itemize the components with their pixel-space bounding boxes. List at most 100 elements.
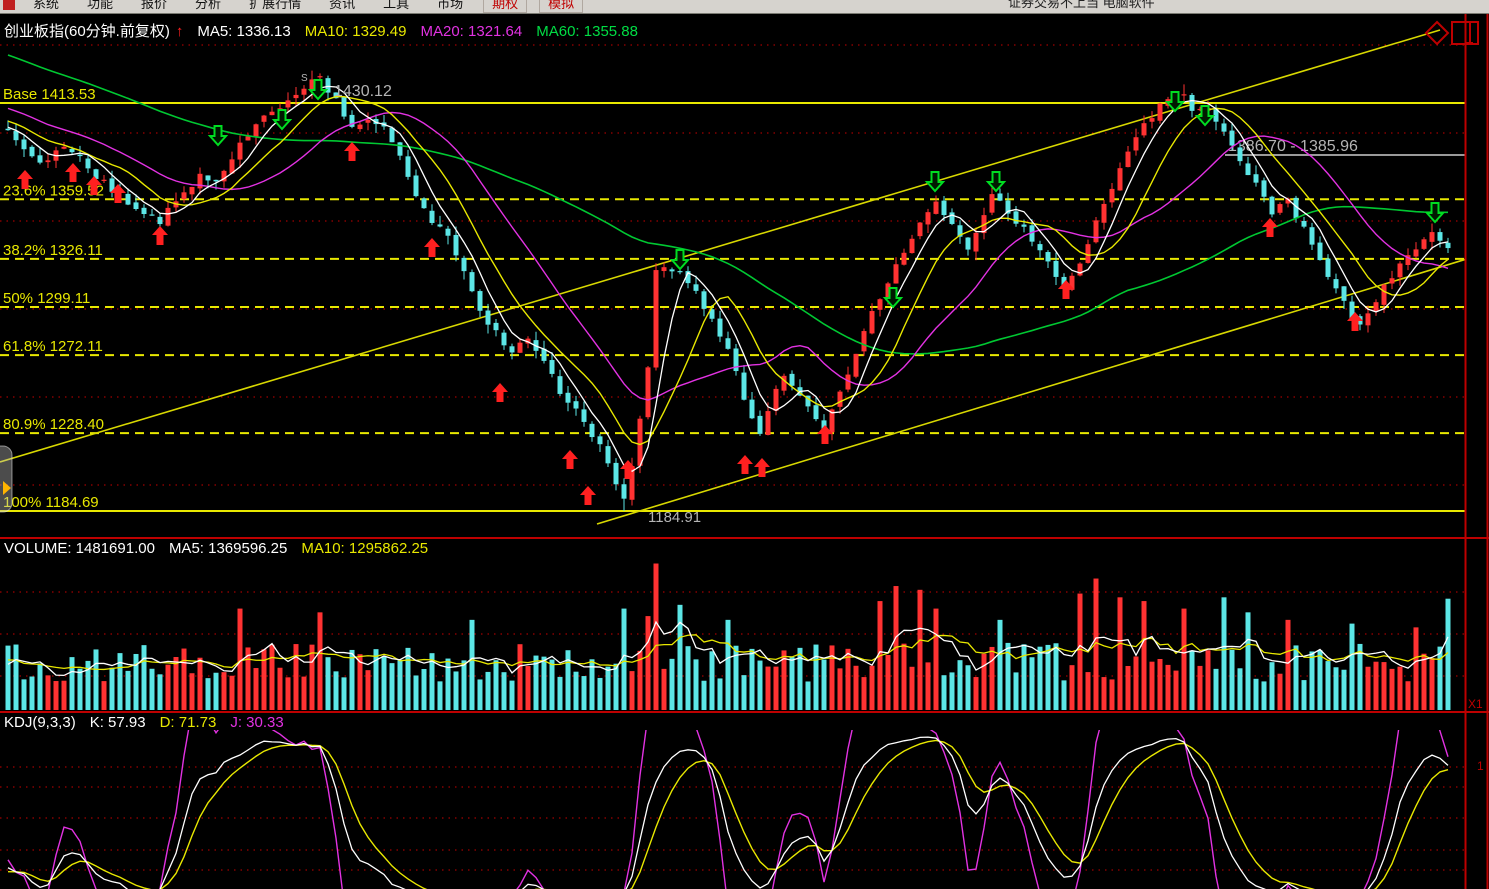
menu-item-7[interactable]: 市场: [437, 0, 464, 11]
volume-bar: [365, 670, 371, 710]
volume-bar: [885, 654, 891, 710]
volume-bar: [205, 678, 211, 710]
app-icon[interactable]: [3, 0, 15, 10]
volume-bar: [669, 658, 675, 710]
volume-bar: [741, 675, 747, 710]
volume-bar: [525, 666, 531, 710]
volume-bar: [453, 671, 459, 710]
volume-bar: [1133, 656, 1139, 710]
ma-line: [7, 736, 1449, 889]
kdj-title: KDJ(9,3,3): [4, 714, 76, 731]
volume-bar: [1125, 665, 1131, 710]
kdj-panel-header: KDJ(9,3,3) K: 57.93 D: 71.73 J: 30.33: [4, 714, 298, 731]
volume-bar: [269, 644, 275, 710]
volume-bar: [13, 644, 19, 710]
ma-line: [7, 85, 1449, 473]
sell-arrow-marker: [985, 171, 1007, 193]
volume-bar: [221, 672, 227, 710]
volume-bar: [1117, 597, 1123, 710]
fib-label: Base 1413.53: [3, 86, 96, 103]
volume-bar: [1045, 644, 1051, 710]
volume-bar: [733, 645, 739, 710]
volume-bar: [285, 677, 291, 710]
ma10-value: MA10: 1329.49: [304, 23, 407, 40]
sell-arrow-marker: [1164, 91, 1186, 113]
volume-bar: [645, 616, 651, 710]
menu-item-6[interactable]: 工具: [383, 0, 410, 11]
volume-bar: [53, 681, 59, 710]
header-banner-text: 证券交易不上当 电脑软件: [1008, 0, 1155, 10]
volume-bar: [1053, 643, 1059, 710]
volume-bar: [101, 681, 107, 710]
volume-bar: [781, 650, 787, 710]
volume-bar: [901, 643, 907, 710]
volume-bar: [1173, 670, 1179, 710]
buy-arrow-marker: [424, 238, 440, 257]
fib-label: 100% 1184.69: [3, 494, 99, 511]
volume-bar: [381, 656, 387, 710]
menu-item-1[interactable]: 功能: [87, 0, 114, 11]
volume-bar: [589, 659, 595, 710]
sell-arrow-marker: [669, 249, 691, 271]
volume-bar: [469, 619, 475, 710]
volume-bar: [573, 671, 579, 710]
panel-separator: [0, 537, 1489, 539]
volume-bar: [325, 657, 331, 710]
sell-arrow-marker: [1194, 105, 1216, 127]
volume-bar: [709, 651, 715, 710]
volume-bar: [621, 608, 627, 710]
volume-scale-label: X1: [1468, 697, 1483, 711]
menu-item-5[interactable]: 资讯: [329, 0, 356, 11]
diamond-icon[interactable]: [1424, 20, 1450, 46]
volume-bar: [773, 666, 779, 710]
volume-bar: [333, 671, 339, 710]
volume-bar: [437, 681, 443, 710]
volume-bar: [77, 668, 83, 710]
menu-item-red-1[interactable]: 模拟: [539, 0, 584, 13]
volume-bar: [165, 664, 171, 710]
volume-bar: [1373, 661, 1379, 710]
buy-arrow-marker: [754, 458, 770, 477]
volume-bar: [1341, 669, 1347, 710]
volume-bar: [1221, 597, 1227, 710]
volume-bar: [141, 645, 147, 710]
ma5-value: MA5: 1336.13: [197, 23, 291, 40]
volume-bar: [1013, 672, 1019, 710]
menu-item-4[interactable]: 扩展行情: [249, 0, 302, 11]
volume-bar: [253, 668, 259, 710]
volume-bar: [557, 676, 563, 710]
volume-bar: [701, 680, 707, 710]
volume-bar: [45, 675, 51, 710]
volume-bar: [605, 666, 611, 710]
volume-bar: [949, 672, 955, 710]
volume-bar: [1253, 678, 1259, 710]
price-annotation: 1184.91: [648, 509, 701, 526]
split-window-icon[interactable]: [1451, 21, 1479, 45]
volume-bar: [21, 679, 27, 710]
menu-item-3[interactable]: 分析: [195, 0, 222, 11]
volume-bar: [1365, 666, 1371, 710]
volume-bar: [397, 659, 403, 710]
volume-bar: [181, 648, 187, 710]
menu-item-0[interactable]: 系统: [33, 0, 60, 11]
volume-bar: [1357, 643, 1363, 710]
kdj-k-value: K: 57.93: [89, 714, 146, 731]
left-flyout-handle[interactable]: [0, 445, 13, 513]
buy-arrow-marker: [1058, 280, 1074, 299]
volume-bar: [789, 657, 795, 710]
menu-item-2[interactable]: 报价: [141, 0, 168, 11]
volume-bar: [405, 647, 411, 710]
volume-bar: [389, 663, 395, 710]
volume-bar: [861, 677, 867, 710]
volume-bar: [1157, 659, 1163, 710]
price-annotation: 1430.12: [334, 83, 392, 100]
volume-bar: [1005, 642, 1011, 710]
volume-bar: [357, 654, 363, 710]
volume-bar: [485, 671, 491, 710]
volume-bar: [197, 657, 203, 710]
kdj-j-value: J: 30.33: [230, 714, 284, 731]
volume-bar: [1301, 680, 1307, 710]
menu-item-red-0[interactable]: 期权: [483, 0, 528, 13]
ma-line: [7, 54, 1449, 355]
